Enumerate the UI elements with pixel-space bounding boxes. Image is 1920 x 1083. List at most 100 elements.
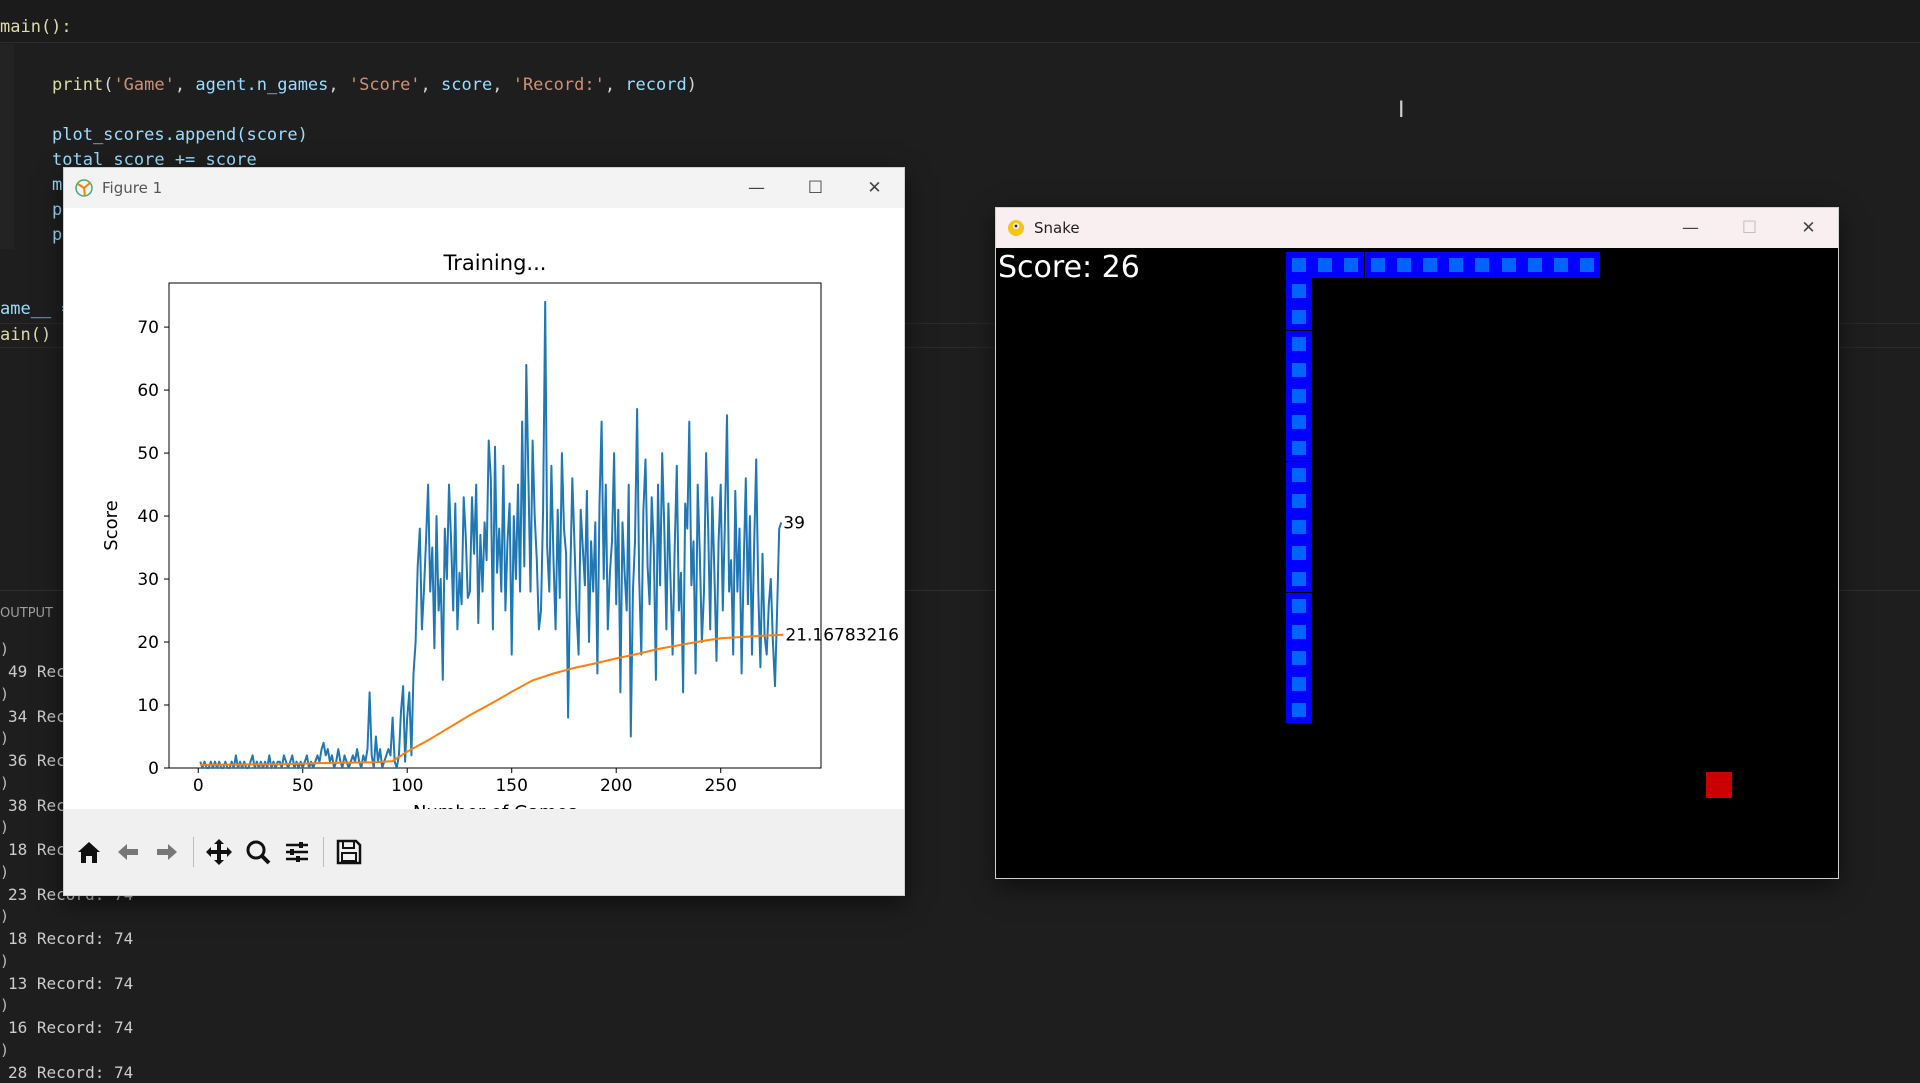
- snake-window[interactable]: Snake — ☐ ✕ Score: 26: [996, 208, 1838, 878]
- editor-top-bar: [0, 0, 1920, 43]
- y-axis-label: Score: [101, 500, 122, 550]
- forward-icon[interactable]: [148, 833, 186, 871]
- code-def-main: main():: [0, 17, 72, 37]
- terminal-paren: ): [0, 818, 10, 836]
- snake-segment: [1417, 252, 1443, 278]
- snake-segment: [1286, 487, 1312, 514]
- y-tick-label: 40: [137, 507, 159, 527]
- figure-title: Figure 1: [102, 179, 163, 197]
- zoom-icon[interactable]: [239, 833, 277, 871]
- y-tick-label: 60: [137, 381, 159, 401]
- back-icon[interactable]: [109, 833, 147, 871]
- snake-title: Snake: [1034, 219, 1080, 237]
- save-icon[interactable]: [330, 833, 368, 871]
- pygame-icon: [1006, 218, 1026, 238]
- y-tick-label: 10: [137, 696, 159, 716]
- snake-segment: [1469, 252, 1496, 278]
- x-tick-label: 0: [193, 776, 204, 796]
- y-tick-label: 0: [148, 759, 159, 779]
- code-fragment: p: [52, 200, 63, 220]
- toolbar-separator: [193, 837, 194, 867]
- terminal-paren: ): [0, 996, 10, 1014]
- snake-segment: [1286, 618, 1312, 645]
- terminal-paren: ): [0, 640, 10, 658]
- text-cursor-icon: I: [1398, 98, 1405, 123]
- x-tick-label: 50: [292, 776, 314, 796]
- snake-segment: [1364, 252, 1391, 278]
- matplotlib-icon: [74, 178, 94, 198]
- panel-tab-output[interactable]: OUTPUT: [0, 606, 53, 621]
- mean-scores-line: [200, 633, 784, 766]
- snake-segment: [1286, 383, 1312, 409]
- toolbar-separator: [323, 837, 324, 867]
- score-display: Score: 26: [998, 250, 1140, 285]
- close-button[interactable]: ✕: [867, 178, 882, 198]
- snake-segment: [1548, 252, 1574, 278]
- snake-segment: [1286, 645, 1312, 671]
- code-fragment: m: [52, 175, 63, 195]
- terminal-line: 34 Rec: [8, 706, 66, 726]
- snake-segment: [1574, 252, 1601, 278]
- snake-segment: [1286, 356, 1312, 383]
- terminal-paren: ): [0, 729, 10, 747]
- x-tick-label: 250: [704, 776, 736, 796]
- terminal-paren: ): [0, 862, 10, 881]
- training-chart: Training...Number of GamesScore050100150…: [101, 251, 899, 823]
- snake-segment: [1286, 566, 1312, 593]
- close-button[interactable]: ✕: [1801, 218, 1816, 238]
- terminal-line: 36 Rec: [8, 751, 66, 770]
- terminal-line: 13 Record: 74: [8, 973, 134, 993]
- snake-segment: [1495, 252, 1522, 278]
- matplotlib-toolbar: [64, 809, 904, 895]
- snake-segment: [1286, 330, 1312, 357]
- x-axis-label: Number of Games: [413, 802, 577, 809]
- snake-segment: [1286, 671, 1312, 698]
- snake-segment: [1286, 514, 1312, 540]
- snake-segment: [1443, 252, 1470, 278]
- snake-segment: [1390, 252, 1417, 278]
- figure-window[interactable]: Figure 1 — ☐ ✕ Training... Number of Game…: [64, 168, 904, 895]
- snake-segment: [1286, 435, 1312, 462]
- terminal-line: 16 Record: 74: [8, 1018, 134, 1037]
- editor-gutter: [0, 44, 14, 249]
- game-canvas[interactable]: Score: 26: [996, 248, 1838, 878]
- food-block: [1706, 772, 1732, 798]
- terminal-paren: ): [0, 684, 10, 703]
- terminal-paren: ): [0, 951, 10, 970]
- chart-title: Training...: [443, 251, 547, 275]
- code-print-line: print('Game', agent.n_games, 'Score', sc…: [52, 75, 697, 95]
- terminal-line: 18 Rec: [8, 840, 66, 859]
- terminal-line: 38 Rec: [8, 795, 66, 815]
- x-tick-label: 200: [600, 776, 632, 796]
- figure-title-bar[interactable]: Figure 1 — ☐ ✕: [64, 168, 904, 208]
- y-tick-label: 20: [137, 633, 159, 653]
- terminal-line: 49 Rec: [8, 662, 66, 681]
- maximize-button[interactable]: ☐: [807, 178, 824, 198]
- snake-segment: [1286, 278, 1312, 305]
- home-icon[interactable]: [70, 833, 108, 871]
- divider: [0, 323, 1920, 324]
- snake-segment: [1521, 252, 1548, 278]
- code-main-call: ain(): [0, 325, 52, 345]
- snake-segment: [1286, 592, 1312, 619]
- terminal-line: 18 Record: 74: [8, 929, 134, 948]
- y-tick-label: 30: [137, 570, 159, 590]
- pan-icon[interactable]: [200, 833, 238, 871]
- maximize-button: ☐: [1741, 218, 1758, 238]
- minimize-button[interactable]: —: [748, 178, 765, 198]
- snake-segment: [1286, 409, 1312, 436]
- terminal-paren: ): [0, 907, 10, 925]
- last-score-annotation: 39: [783, 513, 805, 533]
- snake-segment: [1286, 252, 1312, 278]
- configure-icon[interactable]: [278, 833, 316, 871]
- code-append-line: plot_scores.append(score): [52, 125, 308, 145]
- snake-title-bar[interactable]: Snake — ☐ ✕: [996, 208, 1838, 248]
- divider: [0, 347, 1920, 348]
- figure-canvas[interactable]: Training...Number of GamesScore050100150…: [64, 208, 904, 823]
- snake-segment: [1312, 252, 1339, 278]
- minimize-button[interactable]: —: [1682, 218, 1699, 238]
- snake-segment: [1286, 697, 1312, 724]
- snake-segment: [1338, 252, 1365, 278]
- code-fragment: p: [52, 225, 63, 245]
- x-tick-label: 150: [495, 776, 527, 796]
